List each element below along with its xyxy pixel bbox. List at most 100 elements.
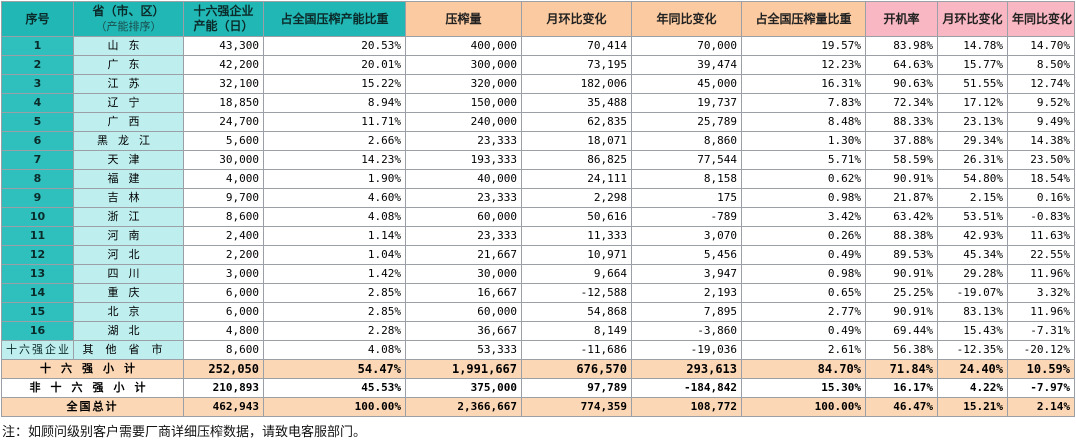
table-row: 3 江苏 32,100 15.22% 320,000 182,006 45,000 16.31… [1,74,1075,94]
table-row: 9 吉林 9,700 4.60% 23,333 2,298 175 0.98% 21.87% 2.… [1,188,1075,208]
cell-volume-share: 0.49% [741,321,866,341]
cell-volume-yoy: 2,193 [631,283,742,303]
summary-row-total: 全国总计 462,943 100.00% 2,366,667 774,359 108,77… [1,397,1075,417]
cell-volume-share: 7.83% [741,93,866,113]
cell-index: 11 [1,226,74,246]
cell-capacity: 42,200 [183,55,264,75]
cell-capacity: 3,000 [183,264,264,284]
cell-volume-mom: 774,359 [521,397,632,417]
cell-utilization: 90.63% [865,74,938,94]
cell-capacity: 43,300 [183,36,264,56]
cell-utilization-mom: 29.34% [937,131,1008,151]
cell-province: 天津 [73,150,184,170]
cell-crush-volume: 375,000 [405,378,522,398]
cell-utilization-mom: 54.80% [937,169,1008,189]
cell-utilization-yoy: 2.14% [1007,397,1075,417]
cell-volume-yoy: 19,737 [631,93,742,113]
cell-crush-volume: 36,667 [405,321,522,341]
cell-province: 四川 [73,264,184,284]
cell-capacity: 6,000 [183,302,264,322]
cell-index: 6 [1,131,74,151]
cell-volume-mom: -12,588 [521,283,632,303]
cell-capacity-share: 8.94% [263,93,406,113]
cell-utilization-yoy: -20.12% [1007,340,1075,360]
cell-utilization-mom: 4.22% [937,378,1008,398]
table-row: 11 河南 2,400 1.14% 23,333 11,333 3,070 0.26% 88.3… [1,226,1075,246]
cell-volume-share: 2.61% [741,340,866,360]
cell-volume-share: 0.62% [741,169,866,189]
col-header-utilization-yoy: 年同比变化 [1007,1,1075,37]
cell-utilization-yoy: -7.97% [1007,378,1075,398]
cell-volume-share: 2.77% [741,302,866,322]
cell-crush-volume: 400,000 [405,36,522,56]
cell-crush-volume: 23,333 [405,188,522,208]
col-header-province: 省（市、区） （产能排序） [73,1,184,37]
cell-capacity-share: 20.01% [263,55,406,75]
table-row-other-provinces: 十六强企业 其他省市 8,600 4.08% 53,333 -11,686 -19,036 2… [1,340,1075,360]
cell-utilization-mom: 29.28% [937,264,1008,284]
cell-volume-yoy: 8,860 [631,131,742,151]
cell-utilization-yoy: 8.50% [1007,55,1075,75]
table-row: 6 黑龙江 5,600 2.66% 23,333 18,071 8,860 1.30% 37.8… [1,131,1075,151]
cell-utilization-yoy: 11.96% [1007,264,1075,284]
summary-label: 全国总计 [1,397,184,417]
cell-volume-share: 0.65% [741,283,866,303]
cell-capacity: 2,400 [183,226,264,246]
cell-crush-volume: 23,333 [405,131,522,151]
cell-volume-yoy: -19,036 [631,340,742,360]
cell-volume-mom: -11,686 [521,340,632,360]
cell-capacity: 8,600 [183,207,264,227]
cell-capacity-share: 11.71% [263,112,406,132]
cell-volume-share: 15.30% [741,378,866,398]
cell-capacity-share: 1.14% [263,226,406,246]
cell-crush-volume: 53,333 [405,340,522,360]
cell-province: 吉林 [73,188,184,208]
cell-index: 9 [1,188,74,208]
cell-province: 广东 [73,55,184,75]
cell-utilization-yoy: 18.54% [1007,169,1075,189]
cell-province: 北京 [73,302,184,322]
cell-volume-share: 0.98% [741,188,866,208]
cell-volume-share: 0.98% [741,264,866,284]
cell-utilization-mom: 17.12% [937,93,1008,113]
cell-volume-share: 3.42% [741,207,866,227]
cell-volume-mom: 676,570 [521,359,632,379]
cell-capacity-share: 15.22% [263,74,406,94]
cell-volume-share: 19.57% [741,36,866,56]
cell-volume-mom: 86,825 [521,150,632,170]
cell-index: 十六强企业 [1,340,74,360]
cell-volume-yoy: 3,070 [631,226,742,246]
cell-crush-volume: 30,000 [405,264,522,284]
cell-utilization-yoy: 10.59% [1007,359,1075,379]
cell-index: 8 [1,169,74,189]
cell-utilization-yoy: 0.16% [1007,188,1075,208]
cell-province: 其他省市 [73,340,184,360]
cell-utilization: 25.25% [865,283,938,303]
cell-capacity: 18,850 [183,93,264,113]
cell-utilization-mom: 42.93% [937,226,1008,246]
cell-province: 河南 [73,226,184,246]
cell-volume-yoy: -3,860 [631,321,742,341]
cell-capacity: 5,600 [183,131,264,151]
cell-volume-yoy: 39,474 [631,55,742,75]
cell-utilization: 16.17% [865,378,938,398]
cell-utilization-mom: 15.77% [937,55,1008,75]
cell-capacity: 8,600 [183,340,264,360]
summary-label: 十六强小计 [1,359,184,379]
cell-utilization-mom: 26.31% [937,150,1008,170]
cell-volume-share: 12.23% [741,55,866,75]
cell-index: 4 [1,93,74,113]
cell-utilization-yoy: 9.49% [1007,112,1075,132]
cell-utilization: 72.34% [865,93,938,113]
cell-utilization-mom: 83.13% [937,302,1008,322]
cell-volume-yoy: 5,456 [631,245,742,265]
cell-province: 湖北 [73,321,184,341]
cell-utilization: 88.33% [865,112,938,132]
cell-volume-mom: 8,149 [521,321,632,341]
table-row: 1 山东 43,300 20.53% 400,000 70,414 70,000 19.57%… [1,36,1075,56]
cell-province: 山东 [73,36,184,56]
cell-index: 16 [1,321,74,341]
cell-volume-yoy: 8,158 [631,169,742,189]
cell-volume-yoy: 293,613 [631,359,742,379]
cell-volume-yoy: -184,842 [631,378,742,398]
